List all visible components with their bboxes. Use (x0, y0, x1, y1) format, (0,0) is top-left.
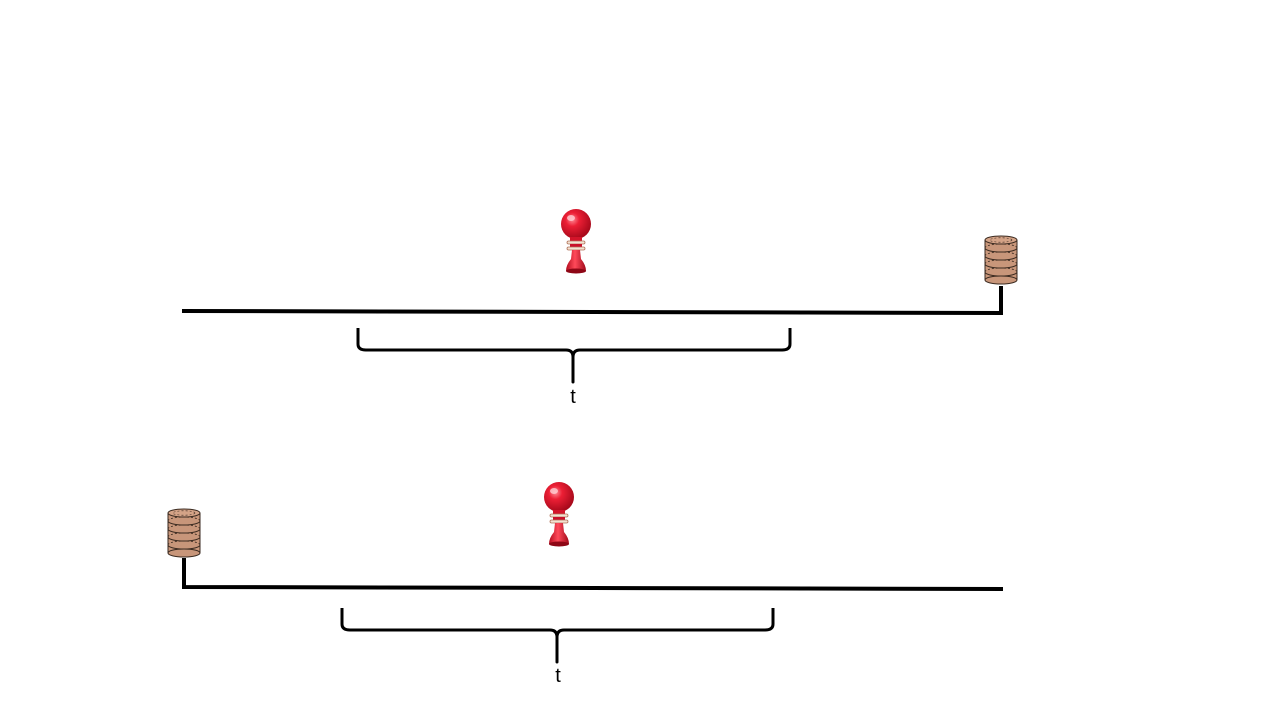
baseline (181, 286, 1003, 316)
curly-brace (340, 608, 775, 664)
red-pawn-icon (560, 208, 592, 274)
coin-stack-icon (984, 235, 1018, 285)
curly-brace (356, 328, 792, 384)
panel-bottom: t (167, 481, 1004, 687)
baseline (182, 558, 1004, 591)
brace-label: t (555, 665, 561, 687)
panel-top: t (181, 208, 1018, 408)
brace-label: t (570, 386, 576, 408)
coin-stack-icon (167, 508, 201, 558)
red-pawn-icon (543, 481, 575, 547)
